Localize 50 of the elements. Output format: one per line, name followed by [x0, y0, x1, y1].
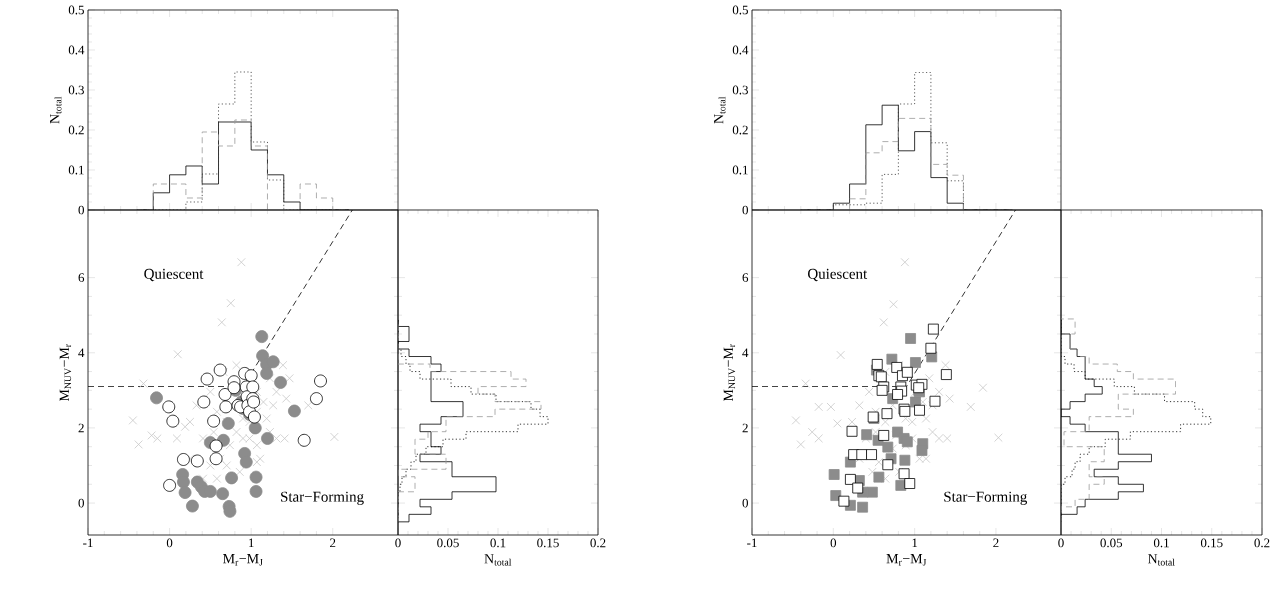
y-tick-label: 0.1	[732, 165, 748, 175]
x-axis-title: N$_{total}$	[484, 554, 512, 566]
x-tick-label: -1	[747, 538, 757, 548]
y-tick-label: 0.2	[732, 125, 748, 135]
y-tick-label: 0.4	[732, 45, 749, 55]
y-tick-label: 0.2	[68, 125, 84, 135]
x-tick-label: 0.1	[490, 538, 506, 548]
y-tick-label: 0	[742, 205, 748, 215]
x-tick-label: 0.1	[1153, 538, 1169, 548]
x-tick-label: -1	[83, 538, 93, 548]
y-tick-label: 0.4	[68, 45, 85, 55]
x-tick-label: 0.15	[1200, 538, 1223, 548]
x-tick-label: 0.05	[1100, 538, 1123, 548]
x-tick-label: 2	[330, 538, 336, 548]
x-tick-label: 1	[249, 538, 254, 548]
x-tick-label: 0.05	[437, 538, 459, 548]
annotation: Quiescent	[808, 268, 868, 282]
x-tick-label: 0	[166, 538, 173, 548]
y-axis-title: M$_{NUV}$−M$_{r}$	[723, 344, 736, 402]
y-axis-title: N$_{total}$	[50, 96, 62, 124]
y-tick-label: 0	[78, 498, 84, 508]
y-tick-label: 0.5	[68, 5, 84, 15]
y-tick-label: 0	[742, 498, 748, 508]
y-axis-title: N$_{total}$	[714, 96, 726, 124]
y-tick-label: 0.5	[732, 5, 748, 15]
annotation: Quiescent	[144, 268, 204, 282]
x-axis-title: N$_{total}$	[1147, 554, 1175, 566]
x-tick-label: 0	[1058, 538, 1064, 548]
x-tick-label: 0.15	[537, 538, 559, 548]
x-axis-title: M$_{r}$−M$_{J}$	[886, 554, 927, 566]
y-tick-label: 6	[78, 273, 85, 282]
y-tick-label: 2	[78, 423, 84, 433]
annotation: Star−Forming	[944, 491, 1028, 505]
x-tick-label: 0.2	[1254, 538, 1270, 548]
y-tick-label: 0.3	[732, 85, 748, 95]
y-tick-label: 6	[742, 273, 749, 282]
y-tick-label: 0.3	[68, 85, 84, 95]
y-tick-label: 4	[742, 348, 749, 358]
x-axis-title: M$_{r}$−M$_{J}$	[223, 554, 263, 566]
y-axis-title: M$_{NUV}$−M$_{r}$	[59, 344, 72, 402]
x-tick-label: 0	[830, 538, 837, 548]
annotation: Star−Forming	[281, 491, 364, 505]
y-tick-label: 2	[742, 423, 748, 433]
y-tick-label: 0.1	[68, 165, 84, 175]
y-tick-label: 0	[78, 205, 84, 215]
x-tick-label: 1	[912, 538, 918, 548]
x-tick-label: 0.2	[590, 538, 606, 548]
x-tick-label: 0	[395, 538, 401, 548]
x-tick-label: 2	[993, 538, 999, 548]
y-tick-label: 4	[78, 348, 85, 358]
